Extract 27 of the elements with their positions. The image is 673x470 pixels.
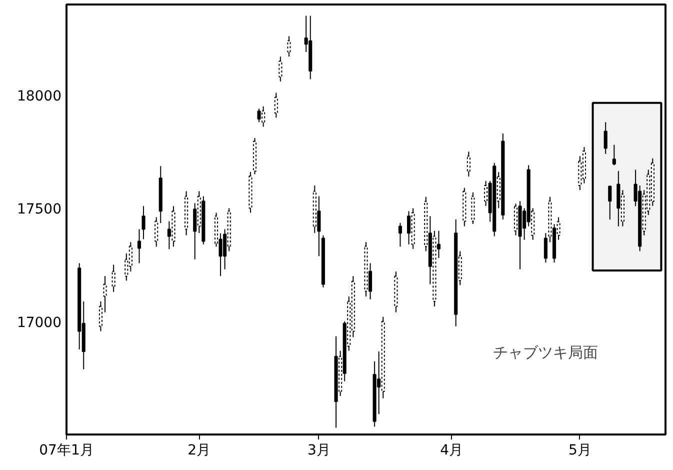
candlestick: [142, 206, 146, 240]
y-tick-label: 17500: [16, 202, 62, 218]
candlestick: [257, 108, 261, 123]
candlestick: [407, 210, 411, 245]
y-tick-label: 18000: [16, 88, 62, 105]
candlestick: [604, 122, 608, 154]
candlestick: [278, 56, 282, 82]
candlestick: [608, 185, 612, 220]
candlestick: [287, 36, 291, 58]
candlestick: [98, 300, 103, 332]
candlestick: [262, 106, 266, 128]
x-tick-label: 3月: [307, 442, 330, 458]
annotation: チャブツキ局面: [493, 343, 598, 362]
candlestick: [274, 92, 278, 118]
x-tick-label: 5月: [568, 442, 592, 458]
candlestick: [544, 232, 548, 263]
candlestick: [112, 264, 116, 292]
x-tick-label: 2月: [188, 442, 211, 458]
candlestick: [154, 216, 158, 248]
candlestick: [616, 170, 620, 227]
candlestick: [137, 228, 142, 264]
y-tick-label: 17000: [16, 314, 62, 331]
candlestick: [103, 276, 107, 313]
candlestick: [466, 151, 470, 177]
x-tick-label: 4月: [440, 442, 464, 458]
candlestick: [612, 144, 616, 166]
x-tick-label: 07年1月: [39, 442, 94, 458]
